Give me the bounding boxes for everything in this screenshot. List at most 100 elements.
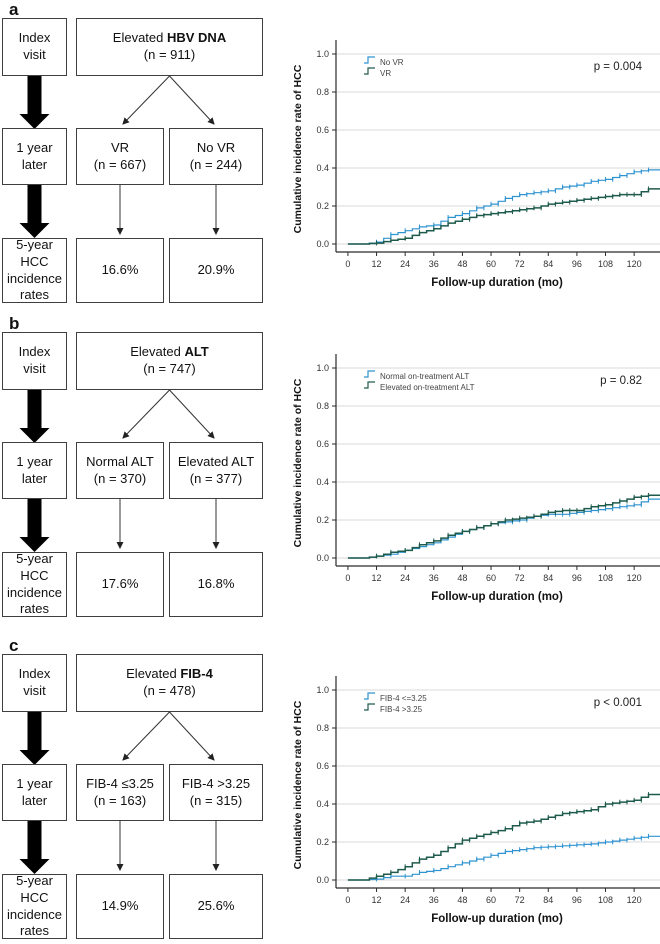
svg-text:96: 96 — [572, 259, 582, 269]
svg-text:84: 84 — [543, 259, 553, 269]
svg-text:0.6: 0.6 — [316, 439, 329, 449]
svg-text:84: 84 — [543, 895, 553, 905]
legend: No VR VR — [364, 56, 404, 78]
cohort-n: (n = 478) — [143, 683, 196, 698]
split-arrow-right — [169, 389, 215, 439]
svg-text:120: 120 — [627, 573, 642, 583]
svg-text:0: 0 — [345, 259, 350, 269]
thick-arrow-head — [19, 223, 50, 238]
y-axis-label: Cumulative incidence rate of HCC — [292, 378, 304, 547]
split-arrow-right — [169, 711, 215, 761]
svg-text:0.4: 0.4 — [316, 163, 329, 173]
svg-text:0.0: 0.0 — [316, 553, 329, 563]
rate-right-box: 16.8% — [169, 552, 263, 617]
cohort-box: Elevated ALT (n = 747) — [76, 332, 263, 390]
branch-left-box: Normal ALT (n = 370) — [76, 442, 164, 499]
svg-text:48: 48 — [457, 259, 467, 269]
panel-c: c Index visit Elevated FIB-4 (n = 478) 1… — [0, 636, 660, 944]
cohort-box: Elevated HBV DNA (n = 911) — [76, 18, 263, 76]
svg-text:0.6: 0.6 — [316, 761, 329, 771]
legend-step-glyph-icon — [364, 56, 375, 64]
flowchart-connectors — [19, 711, 220, 874]
cohort-box: Elevated FIB-4 (n = 478) — [76, 654, 263, 712]
legend-entry: Elevated on-treatment ALT — [380, 383, 475, 392]
cohort-title: Elevated FIB-4 — [126, 666, 213, 682]
svg-text:0.2: 0.2 — [316, 515, 329, 525]
svg-text:36: 36 — [429, 259, 439, 269]
svg-text:24: 24 — [400, 895, 410, 905]
svg-text:108: 108 — [598, 895, 613, 905]
svg-text:48: 48 — [457, 895, 467, 905]
flowchart-connectors — [19, 75, 220, 238]
flowchart-connectors — [19, 389, 220, 552]
flowchart: Index visit Elevated HBV DNA (n = 911) 1… — [0, 18, 272, 306]
svg-text:12: 12 — [372, 895, 382, 905]
flowchart: Index visit Elevated ALT (n = 747) 1 yea… — [0, 332, 272, 620]
svg-text:0.2: 0.2 — [316, 837, 329, 847]
legend-step-glyph-icon — [364, 67, 375, 75]
svg-text:0: 0 — [345, 895, 350, 905]
svg-text:60: 60 — [486, 573, 496, 583]
svg-text:0.4: 0.4 — [316, 477, 329, 487]
rate-right-box: 20.9% — [169, 238, 263, 303]
svg-text:12: 12 — [372, 259, 382, 269]
svg-text:24: 24 — [400, 573, 410, 583]
svg-text:120: 120 — [627, 895, 642, 905]
svg-text:1.0: 1.0 — [316, 49, 329, 59]
x-axis-label: Follow-up duration (mo) — [431, 591, 563, 603]
rate-left-box: 14.9% — [76, 874, 164, 939]
legend-step-glyph-icon — [364, 370, 375, 378]
rate-left-box: 16.6% — [76, 238, 164, 303]
svg-text:24: 24 — [400, 259, 410, 269]
svg-text:0: 0 — [345, 573, 350, 583]
legend: FIB-4 <=3.25 FIB-4 >3.25 — [364, 692, 427, 714]
thick-arrow-shaft — [27, 712, 42, 751]
y-axis-label: Cumulative incidence rate of HCC — [292, 64, 304, 233]
cohort-title: Elevated ALT — [130, 344, 209, 360]
panel-letter: a — [9, 0, 19, 19]
km-chart: 0.0 0.2 0.4 0.6 0.8 1.0 0 12 24 36 48 60 72 84 96 108 12… — [292, 354, 660, 603]
thick-arrow-shaft — [27, 499, 42, 538]
svg-text:12: 12 — [372, 573, 382, 583]
cohort-n: (n = 911) — [143, 47, 196, 62]
x-axis-label: Follow-up duration (mo) — [431, 913, 563, 925]
svg-text:0.0: 0.0 — [316, 239, 329, 249]
svg-text:36: 36 — [429, 573, 439, 583]
svg-text:48: 48 — [457, 573, 467, 583]
svg-text:0.8: 0.8 — [316, 401, 329, 411]
rate-left-box: 17.6% — [76, 552, 164, 617]
one-year-later-box: 1 year later — [2, 128, 67, 185]
legend-step-glyph-icon — [364, 692, 375, 700]
thick-arrow-shaft — [27, 390, 42, 429]
svg-text:84: 84 — [543, 573, 553, 583]
svg-text:0.8: 0.8 — [316, 87, 329, 97]
svg-text:1.0: 1.0 — [316, 685, 329, 695]
svg-text:96: 96 — [572, 573, 582, 583]
thick-arrow-head — [19, 114, 50, 129]
svg-text:108: 108 — [598, 573, 613, 583]
svg-text:0.2: 0.2 — [316, 201, 329, 211]
index-visit-box: Index visit — [2, 332, 67, 390]
legend-step-glyph-icon — [364, 381, 375, 389]
branch-right-box: FIB-4 >3.25 (n = 315) — [169, 764, 263, 821]
thick-arrow-shaft — [27, 185, 42, 224]
outcome-label-box: 5-year HCC incidence rates — [2, 551, 67, 617]
svg-text:0.6: 0.6 — [316, 125, 329, 135]
outcome-label-box: 5-year HCC incidence rates — [2, 873, 67, 939]
legend-entry: Normal on-treatment ALT — [380, 372, 469, 381]
branch-left-box: VR (n = 667) — [76, 128, 164, 185]
x-axis-label: Follow-up duration (mo) — [431, 277, 563, 289]
svg-text:72: 72 — [515, 573, 525, 583]
svg-text:36: 36 — [429, 895, 439, 905]
km-chart: 0.0 0.2 0.4 0.6 0.8 1.0 0 12 24 36 48 60 72 84 96 108 12… — [292, 676, 660, 925]
outcome-label-box: 5-year HCC incidence rates — [2, 237, 67, 303]
branch-left-box: FIB-4 ≤3.25 (n = 163) — [76, 764, 164, 821]
svg-text:96: 96 — [572, 895, 582, 905]
branch-right-box: Elevated ALT (n = 377) — [169, 442, 263, 499]
panel-a: a Index visit Elevated HBV DNA (n = 911)… — [0, 0, 660, 312]
thick-arrow-shaft — [27, 76, 42, 115]
svg-text:0.0: 0.0 — [316, 875, 329, 885]
legend-entry: VR — [380, 69, 391, 78]
legend-entry: FIB-4 >3.25 — [380, 705, 423, 714]
